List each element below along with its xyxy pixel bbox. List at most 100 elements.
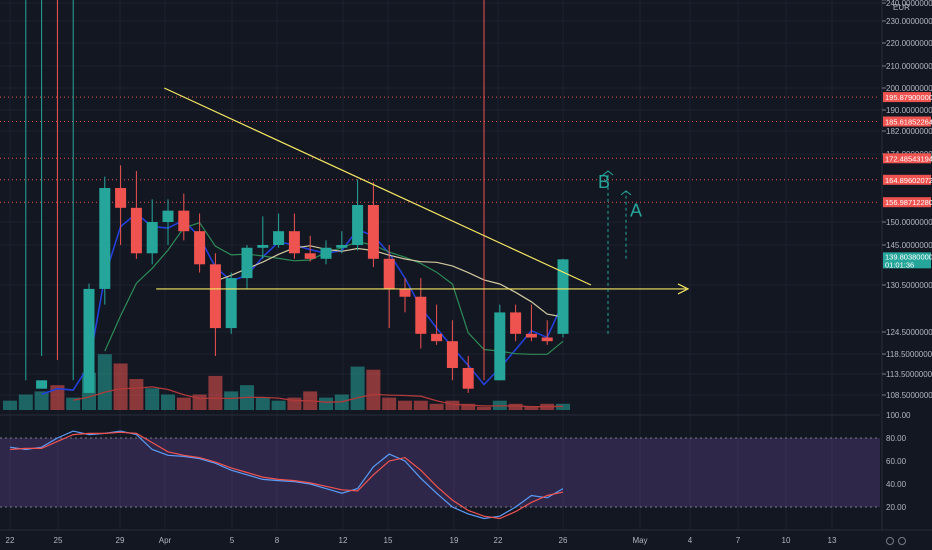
rsi-tick-label-3: 40.00 [886,480,907,489]
price-tick-label-8: 150.00000000 [886,218,932,227]
descending-trendline [163,87,592,286]
level-label-2: 172.48543194 [885,154,932,163]
candle-body-6 [99,188,111,289]
rsi-tick-label-1: 80.00 [886,434,907,443]
time-tick-label-10: 26 [559,536,568,545]
candles [25,0,569,393]
time-tick-label-6: 12 [339,536,348,545]
volume-bar-27 [429,403,444,410]
candle-body-26 [415,296,427,334]
candle-body-27 [431,333,443,342]
volume-bar-24 [382,397,397,410]
settings-icon [886,537,894,545]
price-tick-label-9: 145.00000000 [886,241,932,250]
annotation-a: A [630,200,642,220]
level-label-4: 156.98712280 [885,198,932,207]
time-tick-label-7: 15 [384,536,393,545]
price-tick-label-5: 190.00000000 [886,106,932,115]
candle-body-17 [273,231,285,245]
volume-bar-26 [413,400,428,410]
time-tick-label-1: 25 [54,536,63,545]
volume-bar-17 [271,400,286,410]
grid-lines [0,0,880,530]
candle-body-2 [36,380,48,389]
price-tick-label-1: 230.00000000 [886,17,932,26]
candle-body-31 [494,312,506,381]
price-tick-label-4: 200.00000000 [886,84,932,93]
volume-bar-7 [113,363,128,410]
price-tick-label-2: 220.00000000 [886,39,932,48]
level-label-3: 164.89602072 [885,176,932,185]
time-axis: 22 25 29 Apr 5 8 12 15 19 22 26 May 4 7 10 13 [0,529,932,545]
candle-body-25 [399,288,411,297]
price-axis-bg [882,0,932,550]
level-label-box-4 [883,197,931,208]
volume-bar-14 [224,391,239,410]
currency-label: EUR [893,3,910,12]
rsi-signal-line [9,431,564,520]
candle-body-28 [446,341,458,368]
time-tick-label-15: 13 [828,536,837,545]
volume-bar-11 [176,397,191,410]
level-lines [0,96,880,203]
volume-bar-13 [208,375,223,410]
rsi-tick-label-0: 100.00 [886,411,911,420]
candle-body-29 [462,368,474,389]
level-label-1: 185.61852264 [885,118,932,127]
rsi-panel [0,414,880,520]
price-tick-label-6: 182.00000000 [886,127,932,136]
candle-body-14 [225,278,237,329]
level-label-box-0 [883,92,931,103]
volume-bar-1 [18,394,33,410]
volume-bars [3,354,570,410]
volume-bar-8 [129,379,144,410]
candle-body-33 [525,333,537,338]
price-tick-label-15: 104.00000000 [886,0,932,2]
level-label-box-2 [883,153,931,164]
candle-body-8 [130,207,142,254]
price-tick-label-14: 108.50000000 [886,391,932,400]
level-label-box-3 [883,174,931,185]
candle-body-19 [304,253,316,259]
volume-bar-4 [66,397,81,410]
level-label-0: 195.87900000 [885,93,932,102]
candle-body-23 [367,205,379,259]
candle-body-9 [146,222,158,254]
time-tick-label-9: 22 [494,536,503,545]
volume-bar-0 [3,400,17,410]
candle-body-11 [178,210,190,232]
time-tick-label-0: 22 [6,536,15,545]
rsi-tick-label-4: 20.00 [886,503,907,512]
volume-bar-22 [350,366,365,410]
time-tick-label-4: 5 [230,536,235,545]
candle-body-5 [83,288,95,393]
rsi-tick-label-2: 60.00 [886,457,907,466]
time-tick-label-13: 7 [736,536,741,545]
price-tick-label-3: 210.00000000 [886,62,932,71]
volume-bar-23 [366,369,381,410]
current-price-countdown: 01:01:36 [885,260,914,269]
candle-body-32 [510,312,522,334]
candle-body-35 [557,259,569,334]
price-axis: 240.00000000 230.00000000 220.00000000 210.… [881,0,932,550]
volume-bar-16 [255,397,270,410]
candle-body-15 [241,247,253,279]
price-tick-label-10: 130.50000000 [886,281,932,290]
volume-bar-33 [524,406,539,410]
volume-bar-2 [34,391,49,410]
price-tick-label-11: 124.50000000 [886,328,932,337]
volume-bar-28 [445,400,460,410]
projection-a-arrow [620,190,632,196]
volume-bar-29 [461,403,476,410]
candle-body-34 [541,337,553,342]
current-price-label: 139.80380000 [885,252,932,261]
level-label-box-1 [883,116,931,127]
time-tick-label-5: 8 [275,536,280,545]
volume-bar-6 [97,354,112,410]
time-tick-label-12: 4 [688,536,693,545]
current-price-box [883,252,931,269]
candle-body-22 [352,205,364,245]
annotation-b: B [598,172,610,192]
time-tick-label-11: May [632,536,647,545]
